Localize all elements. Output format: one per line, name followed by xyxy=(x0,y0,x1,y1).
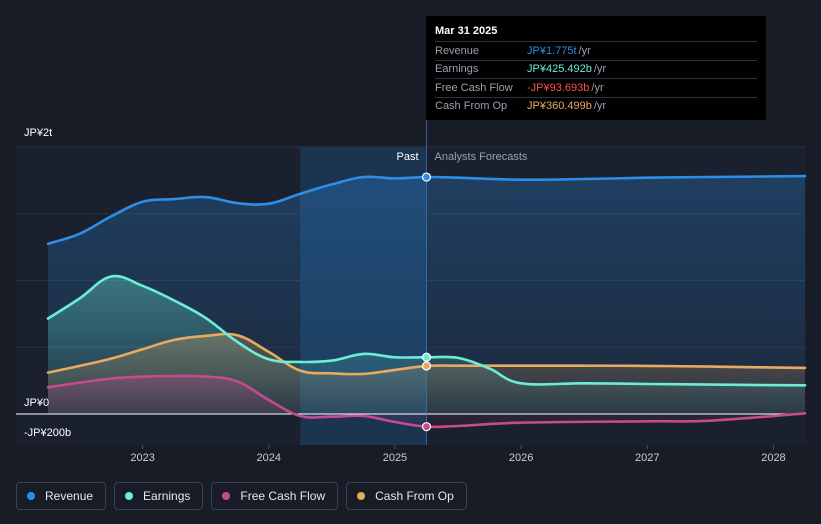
cash-from-op-marker xyxy=(421,361,432,371)
legend-dot-icon xyxy=(222,492,231,500)
tooltip-row: Cash From Op JP¥360.499b/yr xyxy=(435,96,757,116)
legend-item-revenue[interactable]: Revenue xyxy=(16,482,107,510)
legend-dot-icon xyxy=(27,492,35,500)
tooltip-row-value: JP¥1.775t xyxy=(527,44,577,57)
tooltip-row-value: JP¥425.492b xyxy=(527,63,592,76)
legend-dot-icon xyxy=(357,492,366,500)
earnings-marker xyxy=(421,352,432,362)
tooltip-row: Revenue JP¥1.775t/yr xyxy=(435,41,757,60)
tooltip-row-unit: /yr xyxy=(593,100,607,113)
legend-label: Cash From Op xyxy=(375,489,454,503)
x-tick-label: 2023 xyxy=(130,452,154,464)
tooltip-row-value: -JP¥93.693b xyxy=(527,81,590,94)
tooltip-row-label: Earnings xyxy=(435,63,479,76)
past-label: Past xyxy=(396,151,418,163)
free-cash-flow-line xyxy=(46,374,807,429)
tooltip-date: Mar 31 2025 xyxy=(435,25,498,37)
x-tick-label: 2024 xyxy=(257,452,281,464)
tooltip-row-unit: /yr xyxy=(591,81,604,94)
legend: Revenue Earnings Free Cash Flow Cash From O… xyxy=(16,482,467,510)
earnings-line xyxy=(46,274,807,387)
tooltip-row-label: Cash From Op xyxy=(435,100,508,113)
y-tick-label: JP¥2t xyxy=(24,127,52,139)
tooltip-row-unit: /yr xyxy=(593,63,607,76)
revenue-marker xyxy=(421,172,432,182)
legend-item-cash-from-op[interactable]: Cash From Op xyxy=(346,482,467,510)
x-tick-label: 2025 xyxy=(383,452,407,464)
cash-from-op-line xyxy=(46,332,807,376)
tooltip-row-label: Free Cash Flow xyxy=(435,81,513,94)
tooltip-row-label: Revenue xyxy=(435,44,480,57)
legend-label: Free Cash Flow xyxy=(240,489,326,503)
y-tick-label: -JP¥200b xyxy=(24,427,71,439)
y-tick-label: JP¥0 xyxy=(24,397,49,409)
tooltip-row: Earnings JP¥425.492b/yr xyxy=(435,59,757,79)
legend-dot-icon xyxy=(125,492,134,500)
revenue-line xyxy=(46,174,807,246)
tooltip-panel: Mar 31 2025 Revenue JP¥1.775t/yr Earnings J… xyxy=(426,16,766,120)
tooltip-row-unit: /yr xyxy=(578,44,591,57)
tooltip-row: Free Cash Flow -JP¥93.693b/yr xyxy=(435,78,757,97)
x-tick-label: 2027 xyxy=(635,452,659,464)
tooltip-row-value: JP¥360.499b xyxy=(527,100,592,113)
legend-label: Revenue xyxy=(45,489,94,503)
legend-label: Earnings xyxy=(143,489,191,503)
x-tick-label: 2026 xyxy=(509,452,533,464)
forecast-label: Analysts Forecasts xyxy=(435,151,528,163)
x-tick-label: 2028 xyxy=(761,452,785,464)
legend-item-free-cash-flow[interactable]: Free Cash Flow xyxy=(211,482,339,510)
legend-item-earnings[interactable]: Earnings xyxy=(114,482,204,510)
free-cash-flow-marker xyxy=(421,422,432,432)
